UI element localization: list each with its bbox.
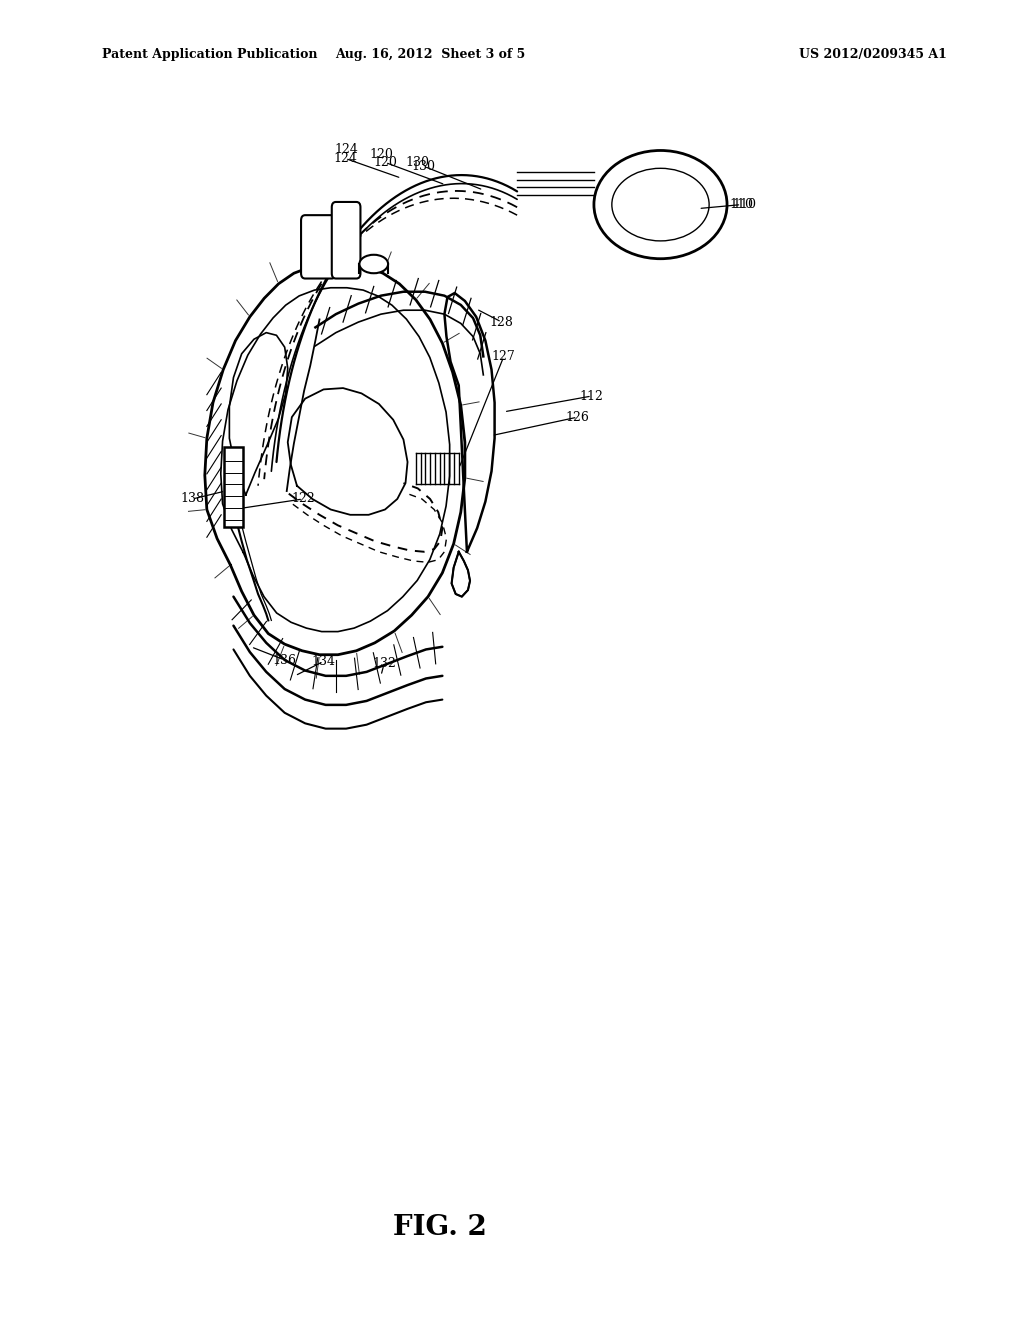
Text: 136: 136 — [272, 653, 297, 667]
Text: 124: 124 — [333, 152, 357, 165]
Text: Aug. 16, 2012  Sheet 3 of 5: Aug. 16, 2012 Sheet 3 of 5 — [335, 48, 525, 61]
Polygon shape — [359, 264, 388, 293]
Text: US 2012/0209345 A1: US 2012/0209345 A1 — [799, 48, 946, 61]
Text: 130: 130 — [406, 156, 430, 169]
Text: 122: 122 — [291, 492, 315, 506]
Text: 124: 124 — [334, 143, 358, 156]
Ellipse shape — [359, 255, 388, 273]
Ellipse shape — [594, 150, 727, 259]
FancyBboxPatch shape — [332, 202, 360, 279]
Text: 138: 138 — [180, 492, 205, 506]
Text: 126: 126 — [565, 411, 590, 424]
Text: 130: 130 — [412, 160, 436, 173]
FancyBboxPatch shape — [224, 447, 243, 527]
Text: FIG. 2: FIG. 2 — [393, 1214, 487, 1241]
Text: Patent Application Publication: Patent Application Publication — [102, 48, 317, 61]
Text: 127: 127 — [492, 350, 516, 363]
Text: 134: 134 — [311, 655, 336, 668]
FancyBboxPatch shape — [301, 215, 336, 279]
Text: 120: 120 — [369, 148, 393, 161]
Text: 112: 112 — [580, 389, 604, 403]
Text: 110: 110 — [729, 198, 754, 211]
Text: 120: 120 — [373, 156, 397, 169]
Text: 110: 110 — [732, 198, 756, 211]
Text: 128: 128 — [489, 315, 514, 329]
Text: 132: 132 — [372, 657, 396, 671]
Polygon shape — [452, 552, 470, 597]
